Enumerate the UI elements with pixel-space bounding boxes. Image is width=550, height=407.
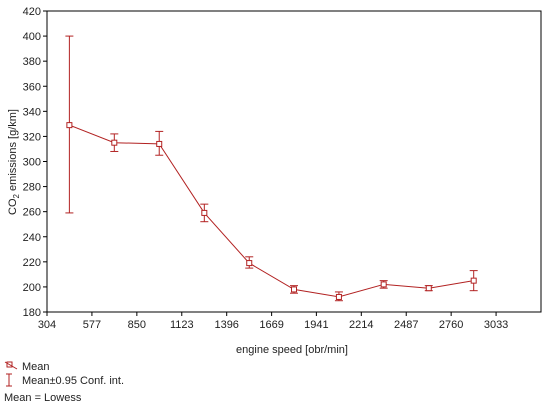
x-tick-label: 2760 [439, 319, 463, 331]
y-axis-title-sub: 2 [12, 193, 21, 198]
x-tick-label: 850 [128, 319, 146, 331]
legend-mean-icon [4, 361, 18, 370]
mean-point [425, 285, 432, 292]
x-axis-title: engine speed [obr/min] [236, 344, 348, 356]
mean-point [470, 277, 477, 284]
mean-point [111, 139, 118, 146]
mean-point [66, 122, 73, 129]
plot-frame [46, 10, 542, 313]
mean-point [246, 260, 253, 267]
y-tick-label: 180 [23, 307, 41, 319]
y-tick-label: 360 [23, 81, 41, 93]
y-tick-label: 400 [23, 31, 41, 43]
mean-line [69, 124, 474, 298]
x-tick-label: 1123 [170, 319, 194, 331]
legend-ci-icon [6, 373, 12, 387]
mean-point [335, 293, 342, 300]
legend: Mean Mean±0.95 Conf. int. Mean = Lowess [4, 361, 124, 404]
y-tick-label: 320 [23, 131, 41, 143]
legend-mean-label: Mean [22, 361, 50, 373]
x-tick-label: 1669 [259, 319, 283, 331]
mean-point [201, 209, 208, 216]
y-tick-label: 220 [23, 257, 41, 269]
legend-fit-label: Mean = Lowess [4, 392, 82, 404]
y-tick-label: 380 [23, 56, 41, 68]
y-tick-label: 280 [23, 182, 41, 194]
y-axis-title-post: emissions [g/km] [7, 109, 19, 194]
mean-point [291, 286, 297, 293]
y-tick-label: 340 [23, 106, 41, 118]
mean-point [380, 281, 387, 288]
y-axis-title-pre: CO [7, 198, 19, 215]
x-tick-label: 2214 [349, 319, 373, 331]
x-tick-label: 577 [83, 319, 101, 331]
y-tick-label: 200 [23, 282, 41, 294]
mean-point [156, 140, 163, 147]
y-tick-label: 260 [23, 207, 41, 219]
x-tick-label: 1396 [214, 319, 238, 331]
y-tick-label: 300 [23, 157, 41, 169]
y-axis-title: CO2 emissions [g/km] [7, 109, 21, 215]
x-tick-label: 3033 [484, 319, 508, 331]
x-tick-label: 304 [38, 319, 56, 331]
y-tick-label: 240 [23, 232, 41, 244]
x-tick-label: 2487 [394, 319, 418, 331]
y-tick-label: 420 [23, 6, 41, 18]
legend-ci-label: Mean±0.95 Conf. int. [22, 375, 124, 387]
x-tick-label: 1941 [304, 319, 328, 331]
